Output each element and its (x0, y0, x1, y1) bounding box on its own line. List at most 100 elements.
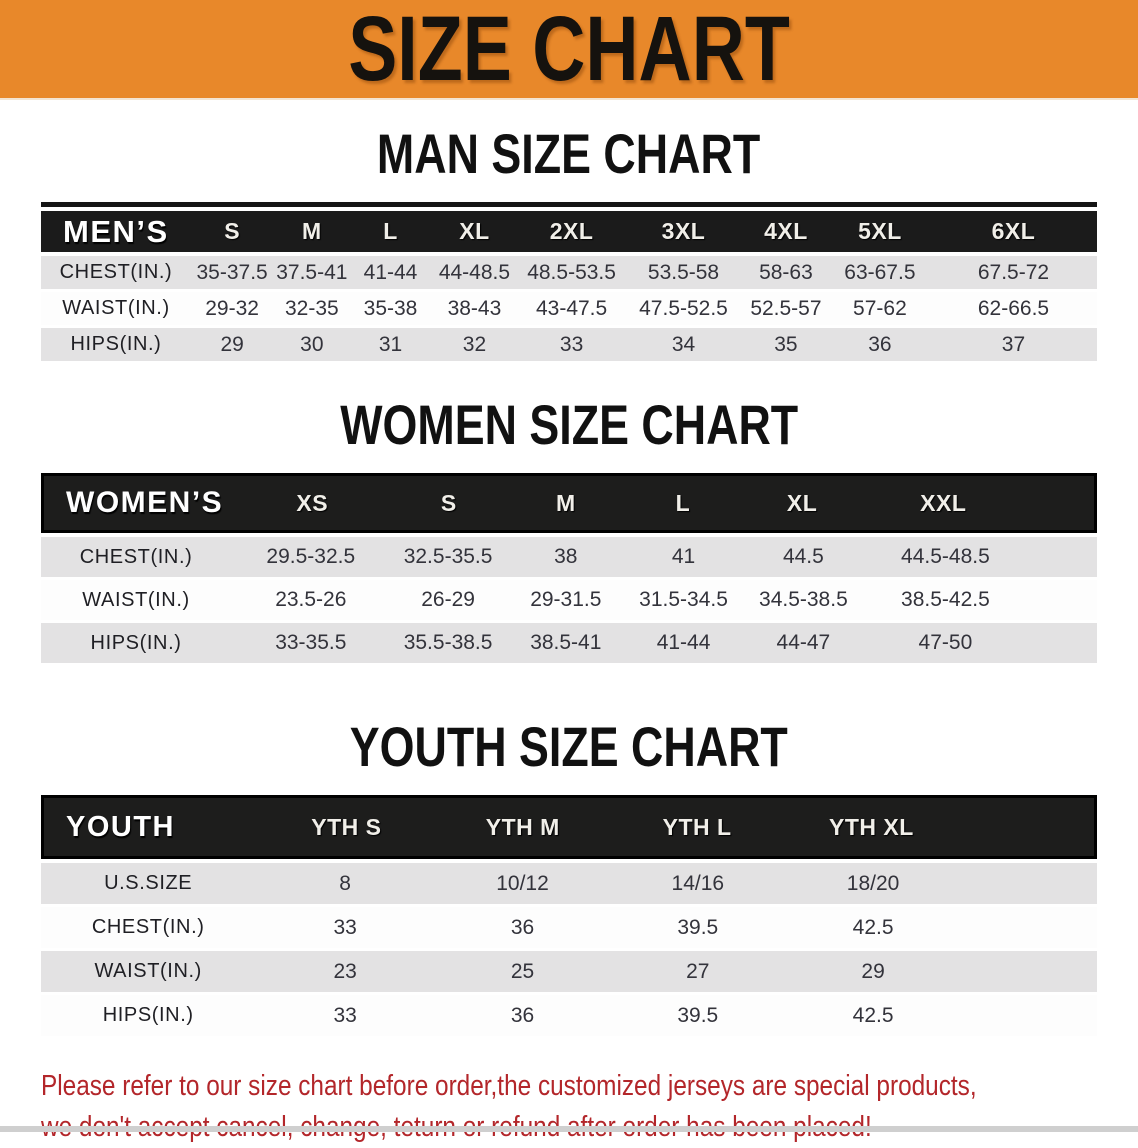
youth-hips-xl: 42.5 (852, 1003, 894, 1027)
women-waist-label: WAIST(IN.) (82, 588, 190, 611)
men-size-col-m: M (302, 218, 322, 244)
women-size-col-m: M (555, 489, 576, 516)
women-size-col-xxl: XXL (920, 489, 967, 516)
women-chest-xs: 29.5-32.5 (266, 545, 356, 568)
women-chest-s: 32.5-35.5 (403, 545, 493, 568)
men-waist-4xl: 52.5-57 (750, 296, 822, 320)
women-chest-xl: 44.5 (782, 545, 824, 568)
youth-hips-s: 33 (333, 1003, 357, 1027)
youth-chest-label: CHEST(IN.) (91, 916, 205, 938)
women-heading-text: WOMEN SIZE CHART (340, 393, 798, 456)
youth-waist-row: WAIST(IN.) 23 25 27 29 (41, 951, 1097, 992)
men-hips-s: 29 (220, 332, 244, 356)
women-chest-row: CHEST(IN.) 29.5-32.5 32.5-35.5 38 41 44.… (41, 537, 1097, 577)
youth-size-col-s: YTH S (311, 813, 382, 840)
youth-waist-m: 25 (510, 959, 535, 983)
youth-hips-row: HIPS(IN.) 33 36 39.5 42.5 (41, 995, 1097, 1036)
women-size-col-xs: XS (296, 489, 329, 516)
men-size-col-s: S (224, 218, 241, 244)
youth-ussize-l: 14/16 (671, 871, 725, 895)
youth-chest-row: CHEST(IN.) 33 36 39.5 42.5 (41, 907, 1097, 948)
women-waist-xl: 34.5-38.5 (759, 588, 848, 611)
men-chest-m: 37.5-41 (276, 260, 348, 284)
women-table-header-row: WOMEN’S XS S M L XL XXL (41, 473, 1097, 533)
women-table-corner-label: WOMEN’S (66, 486, 224, 519)
youth-ussize-label: U.S.SIZE (104, 872, 193, 894)
women-waist-row: WAIST(IN.) 23.5-26 26-29 29-31.5 31.5-34… (41, 580, 1097, 620)
men-hips-4xl: 35 (774, 332, 798, 356)
men-chest-5xl: 63-67.5 (844, 260, 916, 284)
youth-waist-s: 23 (333, 959, 357, 983)
women-hips-xl: 44-47 (776, 631, 831, 654)
men-size-col-3xl: 3XL (661, 218, 706, 244)
youth-size-col-l: YTH L (662, 813, 732, 840)
disclaimer-line-1: Please refer to our size chart before or… (41, 1070, 977, 1102)
men-waist-3xl: 47.5-52.5 (639, 296, 728, 320)
women-hips-row: HIPS(IN.) 33-35.5 35.5-38.5 38.5-41 41-4… (41, 623, 1097, 663)
youth-size-table: YOUTH YTH S YTH M YTH L YTH XL U.S.SIZE … (41, 795, 1097, 1036)
women-chest-m: 38 (554, 545, 578, 568)
men-chest-2xl: 48.5-53.5 (527, 260, 616, 284)
women-chest-xxl: 44.5-48.5 (901, 545, 990, 568)
youth-waist-label: WAIST(IN.) (94, 960, 202, 982)
men-hips-m: 30 (300, 332, 324, 356)
women-section-heading: WOMEN SIZE CHART (0, 397, 1138, 453)
women-waist-xxl: 38.5-42.5 (901, 588, 990, 611)
men-table-top-rule (41, 202, 1097, 207)
women-waist-l: 31.5-34.5 (639, 588, 728, 611)
women-hips-s: 35.5-38.5 (403, 631, 493, 654)
men-waist-row: WAIST(IN.) 29-32 32-35 35-38 38-43 43-47… (41, 292, 1097, 325)
youth-table-corner-label: YOUTH (66, 810, 175, 843)
men-chest-s: 35-37.5 (196, 260, 268, 284)
women-waist-xs: 23.5-26 (275, 588, 347, 611)
men-size-col-6xl: 6XL (991, 218, 1036, 244)
youth-ussize-s: 8 (339, 871, 351, 895)
banner-title: SIZE CHART (348, 0, 790, 100)
youth-chest-s: 33 (333, 915, 357, 939)
men-size-col-l: L (383, 218, 398, 244)
men-waist-l: 35-38 (363, 296, 418, 320)
youth-ussize-row: U.S.SIZE 8 10/12 14/16 18/20 (41, 863, 1097, 904)
women-size-col-s: S (440, 489, 457, 516)
men-waist-xl: 38-43 (447, 296, 502, 320)
men-waist-6xl: 62-66.5 (977, 296, 1050, 320)
women-chest-l: 41 (671, 545, 696, 568)
youth-size-col-m: YTH M (485, 813, 560, 840)
youth-ussize-m: 10/12 (496, 871, 549, 895)
youth-waist-l: 27 (686, 959, 710, 983)
men-hips-l: 31 (378, 332, 403, 356)
women-waist-m: 29-31.5 (530, 588, 602, 611)
men-chest-6xl: 67.5-72 (977, 260, 1050, 284)
men-chest-row: CHEST(IN.) 35-37.5 37.5-41 41-44 44-48.5… (41, 256, 1097, 289)
men-size-table: MEN’S S M L XL 2XL 3XL 4XL 5XL 6XL CHEST… (41, 202, 1097, 361)
women-chest-label: CHEST(IN.) (79, 545, 193, 568)
men-waist-s: 29-32 (205, 296, 259, 320)
men-chest-3xl: 53.5-58 (647, 260, 720, 284)
men-hips-3xl: 34 (671, 332, 696, 356)
men-table-header-row: MEN’S S M L XL 2XL 3XL 4XL 5XL 6XL (41, 211, 1097, 252)
men-hips-6xl: 37 (1001, 332, 1026, 356)
youth-section-heading: YOUTH SIZE CHART (0, 719, 1138, 775)
men-heading-text: MAN SIZE CHART (377, 122, 761, 185)
men-waist-m: 32-35 (284, 296, 339, 320)
women-size-table: WOMEN’S XS S M L XL XXL CHEST(IN.) 29.5-… (41, 473, 1097, 663)
youth-table-header-row: YOUTH YTH S YTH M YTH L YTH XL (41, 795, 1097, 859)
women-size-col-xl: XL (786, 489, 818, 516)
men-chest-xl: 44-48.5 (438, 260, 511, 284)
youth-heading-text: YOUTH SIZE CHART (349, 715, 789, 778)
youth-hips-m: 36 (510, 1003, 535, 1027)
youth-chest-xl: 42.5 (852, 915, 894, 939)
youth-size-col-xl: YTH XL (828, 813, 914, 840)
women-hips-m: 38.5-41 (530, 631, 602, 654)
men-section-heading: MAN SIZE CHART (0, 126, 1138, 182)
men-hips-xl: 32 (462, 332, 487, 356)
youth-waist-xl: 29 (861, 959, 885, 983)
men-hips-label: HIPS(IN.) (70, 333, 162, 355)
women-hips-xs: 33-35.5 (275, 631, 347, 654)
youth-hips-label: HIPS(IN.) (102, 1004, 194, 1026)
men-size-col-4xl: 4XL (764, 218, 808, 244)
men-waist-5xl: 57-62 (853, 296, 907, 320)
women-hips-xxl: 47-50 (918, 631, 973, 654)
men-size-col-xl: XL (459, 218, 490, 244)
men-hips-2xl: 33 (559, 332, 584, 356)
